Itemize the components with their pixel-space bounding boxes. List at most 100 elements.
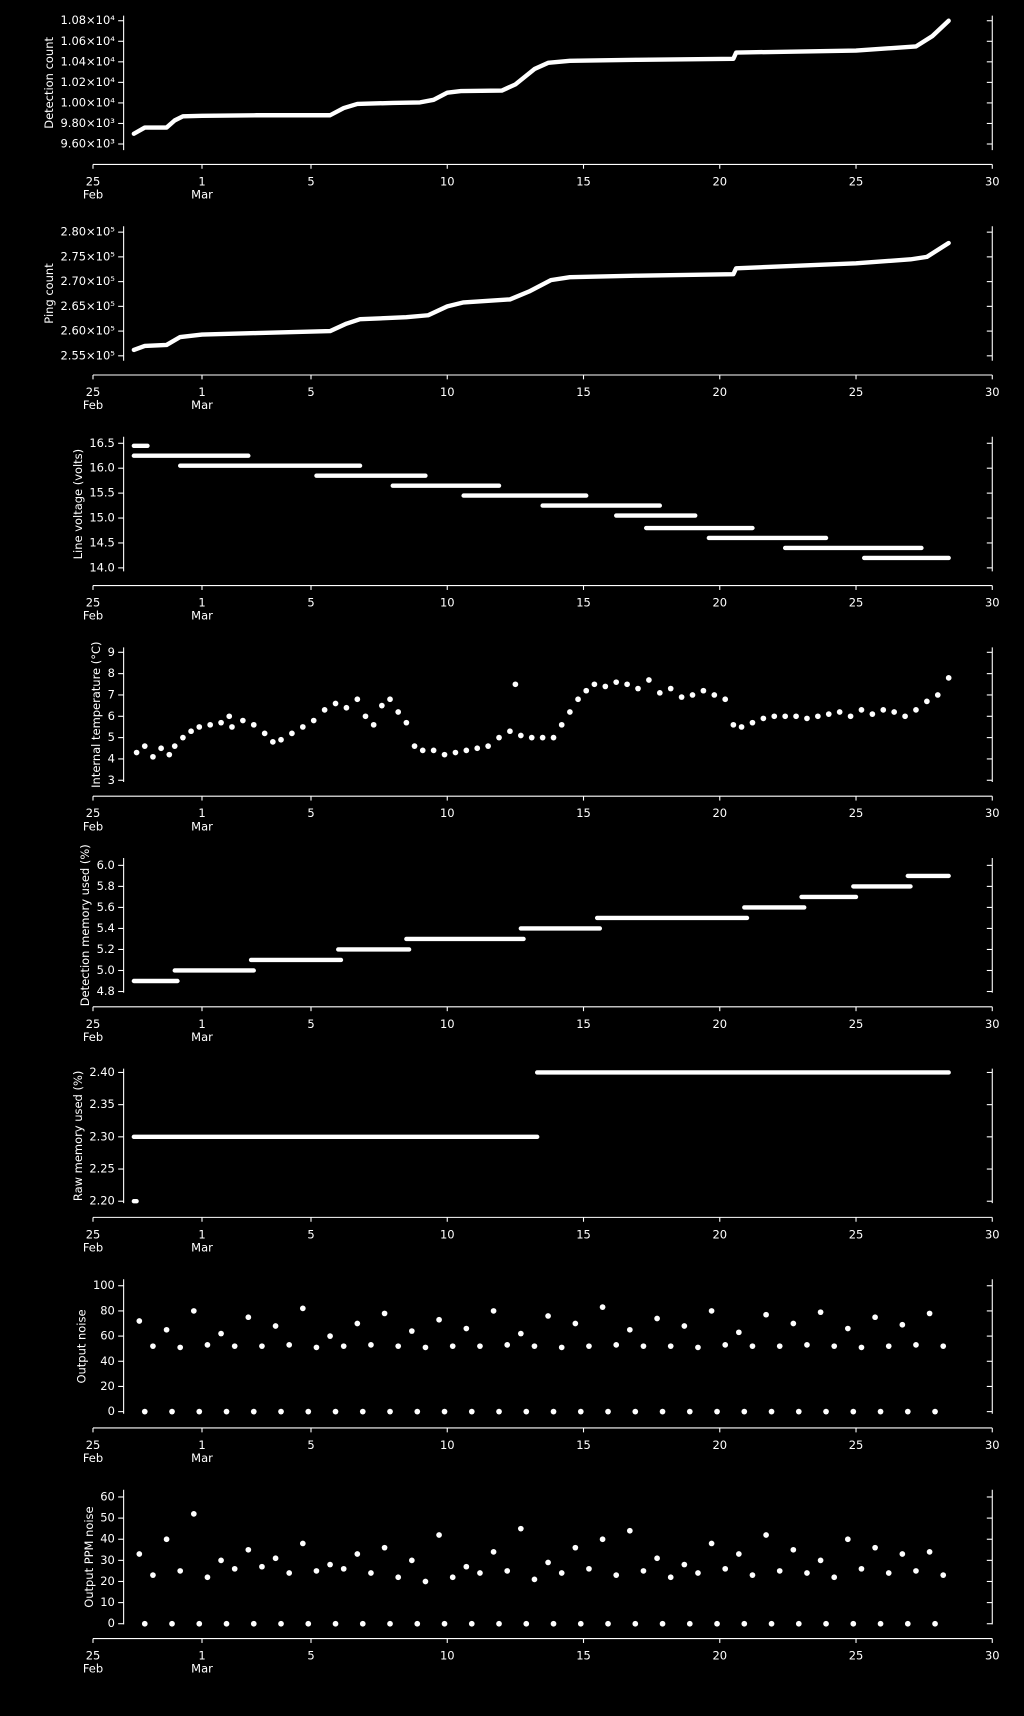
data-point <box>387 1408 393 1415</box>
x-tick-label: 1 <box>198 1227 205 1241</box>
y-tick-label: 2.40 <box>89 1065 115 1079</box>
data-point <box>577 1620 584 1627</box>
data-point <box>196 1620 203 1627</box>
data-point <box>327 1561 333 1568</box>
data-point <box>782 713 789 720</box>
data-point <box>359 1620 366 1627</box>
data-point <box>934 692 941 698</box>
x-tick-month: Mar <box>191 1030 213 1044</box>
data-point <box>646 677 652 683</box>
data-point <box>586 1343 592 1350</box>
data-point <box>436 1316 442 1323</box>
data-point <box>245 1546 252 1553</box>
data-point <box>354 696 361 703</box>
data-point <box>605 1408 611 1415</box>
y-tick-label: 8 <box>108 666 115 680</box>
data-point <box>626 1326 633 1333</box>
data-point <box>158 745 164 752</box>
y-tick-label: 2.70×10⁵ <box>61 274 116 288</box>
y-tick-label: 1.04×10⁴ <box>61 54 116 68</box>
data-point <box>708 1308 715 1314</box>
x-tick-label: 30 <box>985 1438 1000 1452</box>
data-point <box>259 1343 265 1350</box>
y-tick-label: 14.5 <box>89 535 115 549</box>
data-point <box>735 1551 742 1557</box>
y-tick-label: 20 <box>100 1574 115 1588</box>
data-point <box>463 1325 470 1332</box>
data-point <box>517 1330 524 1337</box>
x-tick-label: 20 <box>712 806 727 820</box>
x-tick-label: 20 <box>712 1017 727 1031</box>
data-point <box>695 1570 701 1576</box>
x-tick-month: Feb <box>83 1662 103 1676</box>
data-point <box>496 1408 502 1415</box>
y-tick-label: 100 <box>93 1278 115 1292</box>
y-tick-label: 30 <box>100 1553 115 1567</box>
data-point <box>872 1544 878 1551</box>
data-point <box>436 1532 442 1538</box>
data-point <box>517 732 524 739</box>
x-tick-label: 15 <box>576 596 591 610</box>
data-point <box>204 1342 211 1348</box>
data-point <box>403 719 410 726</box>
x-tick-label: 5 <box>307 1438 314 1452</box>
y-tick-label: 1.00×10⁴ <box>61 95 116 109</box>
data-point <box>913 707 919 713</box>
x-tick-label: 20 <box>712 596 727 610</box>
x-tick-label: 10 <box>440 1017 455 1031</box>
x-tick-month: Feb <box>83 398 103 412</box>
data-point <box>362 713 369 720</box>
data-point <box>880 707 887 713</box>
data-point <box>278 736 284 743</box>
data-point <box>681 1323 688 1329</box>
x-tick-month: Mar <box>191 819 213 833</box>
data-line <box>131 18 951 136</box>
data-point <box>226 713 233 720</box>
data-point <box>877 1408 884 1415</box>
data-point <box>449 1574 456 1581</box>
y-axis-label: Raw memory used (%) <box>71 1071 85 1201</box>
data-point <box>823 1408 829 1415</box>
data-point <box>286 1570 293 1576</box>
x-tick-label: 15 <box>576 385 591 399</box>
data-point <box>714 1620 720 1627</box>
data-point <box>558 1344 565 1351</box>
y-tick-label: 1.08×10⁴ <box>61 13 116 27</box>
x-tick-label: 30 <box>985 385 1000 399</box>
data-point <box>343 704 350 711</box>
x-tick-label: 25 <box>849 174 864 188</box>
data-point <box>932 1408 938 1415</box>
x-tick-label: 20 <box>712 1227 727 1241</box>
x-tick-month: Mar <box>191 609 213 623</box>
data-point <box>490 1308 497 1314</box>
data-point <box>272 1555 279 1562</box>
data-point <box>441 1620 448 1627</box>
data-point <box>793 713 799 720</box>
data-point <box>468 1620 475 1627</box>
data-point <box>517 1525 524 1532</box>
data-point <box>583 687 590 694</box>
x-tick-label: 20 <box>712 174 727 188</box>
data-line <box>131 240 951 353</box>
data-point <box>408 1557 415 1564</box>
y-tick-label: 2.80×10⁵ <box>61 225 116 239</box>
x-tick-label: 30 <box>985 806 1000 820</box>
data-point <box>605 1620 611 1627</box>
data-point <box>885 1570 892 1576</box>
data-point <box>136 1551 143 1557</box>
x-tick-label: 5 <box>307 174 314 188</box>
y-tick-label: 20 <box>100 1379 115 1393</box>
data-point <box>305 1620 312 1627</box>
data-point <box>635 685 641 692</box>
x-tick-month: Mar <box>191 1662 213 1676</box>
y-axis-label: Output noise <box>75 1309 89 1383</box>
data-point <box>150 1343 156 1350</box>
x-tick-label: 10 <box>440 385 455 399</box>
x-tick-month: Feb <box>83 188 103 202</box>
data-point <box>313 1568 320 1574</box>
x-tick-label: 20 <box>712 1438 727 1452</box>
data-point <box>869 711 876 717</box>
y-tick-label: 16.5 <box>89 436 115 450</box>
data-point <box>531 1576 538 1583</box>
data-point <box>831 1574 838 1581</box>
